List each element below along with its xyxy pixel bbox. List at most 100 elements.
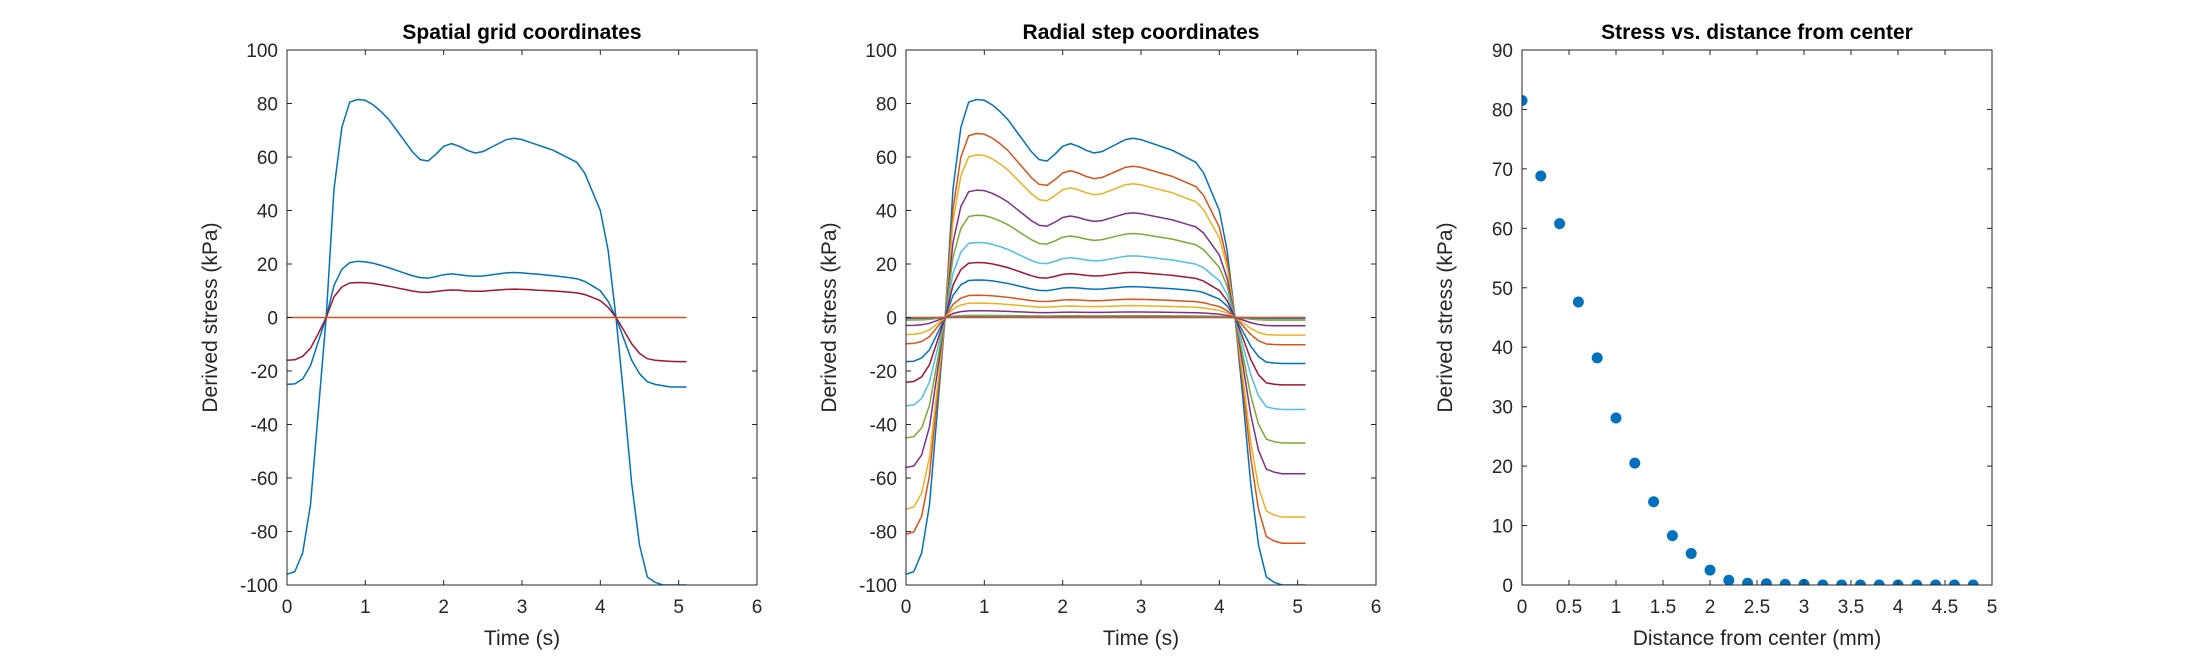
chart-1-y-tick-label: -20 [870,362,897,383]
chart-1-y-tick-label: -80 [870,523,897,544]
chart-2-data-point-13 [1742,577,1754,585]
chart-2-y-tick-label: 0 [1502,576,1513,597]
chart-0-y-tick-label: 0 [267,309,278,330]
chart-0-y-tick-label: -60 [251,469,278,490]
chart-2-x-tick-label: 3 [1799,597,1810,618]
chart-0-x-tick-label: 3 [517,597,528,618]
chart-2-data-point-24 [1948,579,1960,585]
chart-1-series-line-4 [906,189,1306,475]
chart-0-y-tick-label: 20 [257,255,278,276]
chart-1-series-line-6 [906,241,1306,411]
chart-2-data-point-23 [1930,579,1942,585]
chart-2-x-tick-label: 0 [1517,597,1528,618]
chart-0-x-tick-label: 5 [673,597,684,618]
chart-1-series-line-8 [906,279,1306,365]
chart-1-y-tick-label: -100 [859,576,897,597]
chart-0-x-tick-label: 6 [752,597,763,618]
chart-2-data-point-14 [1760,578,1772,585]
chart-2-data-point-8 [1648,496,1660,508]
chart-0-series-line-2 [287,260,687,388]
chart-1-x-tick-label: 4 [1214,597,1225,618]
chart-2-data-point-20 [1873,579,1885,585]
chart-1-x-tick-label: 0 [901,597,912,618]
chart-0-y-tick-label: 60 [257,148,278,169]
chart-1-y-tick-label: 80 [876,95,897,116]
chart-1-series-line-2 [906,132,1306,545]
chart-2-data-point-11 [1704,564,1716,576]
chart-1-x-axis-label: Time (s) [1103,627,1179,650]
chart-1-series-line-11 [906,309,1306,327]
chart-2-data-point-19 [1854,579,1866,585]
chart-2-y-tick-label: 30 [1492,398,1513,419]
chart-1-series-line-9 [906,294,1306,346]
chart-0-y-axis-label: Derived stress (kPa) [199,222,222,412]
chart-1-x-tick-label: 1 [979,597,990,618]
chart-0-y-tick-label: -100 [240,576,278,597]
chart-2-x-tick-label: 5 [1987,597,1998,618]
chart-1-plot-area [906,98,1306,585]
chart-2-data-point-18 [1836,579,1848,585]
chart-1-y-tick-label: 20 [876,255,897,276]
chart-1-series-line-1 [906,98,1306,585]
chart-2-title: Stress vs. distance from center [1601,21,1913,44]
chart-2-x-tick-label: 3.5 [1838,597,1864,618]
chart-0-y-tick-label: 100 [246,41,278,62]
chart-2-y-tick-label: 20 [1492,457,1513,478]
chart-0-x-tick-label: 0 [282,597,293,618]
chart-0-y-tick-label: -20 [251,362,278,383]
chart-2-data-point-15 [1779,578,1791,585]
chart-2-data-point-3 [1554,218,1566,230]
chart-2-y-tick-label: 10 [1492,517,1513,538]
chart-1-y-tick-label: -60 [870,469,897,490]
chart-2-plot-area [1522,95,1979,585]
chart-2-x-axis-label: Distance from center (mm) [1633,627,1882,650]
radial-step-chart: 0 1 2 3 4 5 6 -100 -80 -60 -40 -20 0 20 40 60 80 100 Radia… [818,21,1381,650]
chart-2-y-tick-label: 40 [1492,338,1513,359]
chart-2-data-point-2 [1535,170,1547,182]
chart-0-y-tick-label: -80 [251,523,278,544]
chart-0-x-tick-label: 2 [438,597,449,618]
chart-0-x-tick-label: 1 [360,597,371,618]
chart-2-y-tick-label: 90 [1492,41,1513,62]
chart-2-data-point-10 [1685,547,1697,559]
chart-1-title: Radial step coordinates [1023,21,1260,44]
chart-2-data-point-25 [1967,579,1979,585]
chart-1-y-tick-label: 0 [886,309,897,330]
chart-1-y-tick-label: 100 [865,41,897,62]
chart-1-y-axis-label: Derived stress (kPa) [818,222,841,412]
chart-0-series-line-1 [287,98,687,585]
chart-1-x-tick-label: 6 [1371,597,1382,618]
chart-1-y-tick-label: -40 [870,416,897,437]
chart-1-x-tick-label: 3 [1136,597,1147,618]
chart-0-y-tick-label: 40 [257,202,278,223]
chart-2-y-axis-label: Derived stress (kPa) [1434,222,1457,412]
chart-2-x-tick-label: 1 [1611,597,1622,618]
chart-1-y-tick-label: 40 [876,202,897,223]
chart-2-data-point-9 [1666,530,1678,542]
chart-2-axes-box [1521,49,1993,586]
chart-2-x-tick-label: 4 [1893,597,1904,618]
chart-2-y-tick-label: 60 [1492,219,1513,240]
chart-2-data-point-1 [1522,95,1528,107]
chart-0-x-axis-label: Time (s) [484,627,560,650]
chart-1-x-tick-label: 2 [1057,597,1068,618]
chart-0-title: Spatial grid coordinates [402,21,641,44]
chart-1-series-line-7 [906,261,1306,386]
stress-vs-distance-chart: 0 0.5 1 1.5 2 2.5 3 3.5 4 4.5 50102030405060708090… [1434,21,1997,650]
chart-2-x-tick-label: 4.5 [1932,597,1958,618]
chart-0-plot-area [287,98,687,585]
chart-1-series-line-3 [906,154,1306,518]
chart-0-x-tick-label: 4 [595,597,606,618]
chart-2-x-tick-label: 2.5 [1744,597,1770,618]
chart-2-data-point-22 [1911,579,1923,585]
chart-2-y-tick-label: 80 [1492,100,1513,121]
chart-1-y-tick-label: 60 [876,148,897,169]
chart-2-x-tick-label: 0.5 [1556,597,1582,618]
chart-2-data-point-17 [1817,579,1829,585]
chart-2-data-point-12 [1723,574,1735,585]
chart-2-y-tick-label: 50 [1492,279,1513,300]
chart-2-data-point-6 [1610,412,1622,424]
spatial-grid-chart: 0 1 2 3 4 5 6 -100 -80 -60 -40 -20 0 20 40 60 80 100 Spati… [199,21,762,650]
chart-1-series-line-5 [906,214,1306,444]
